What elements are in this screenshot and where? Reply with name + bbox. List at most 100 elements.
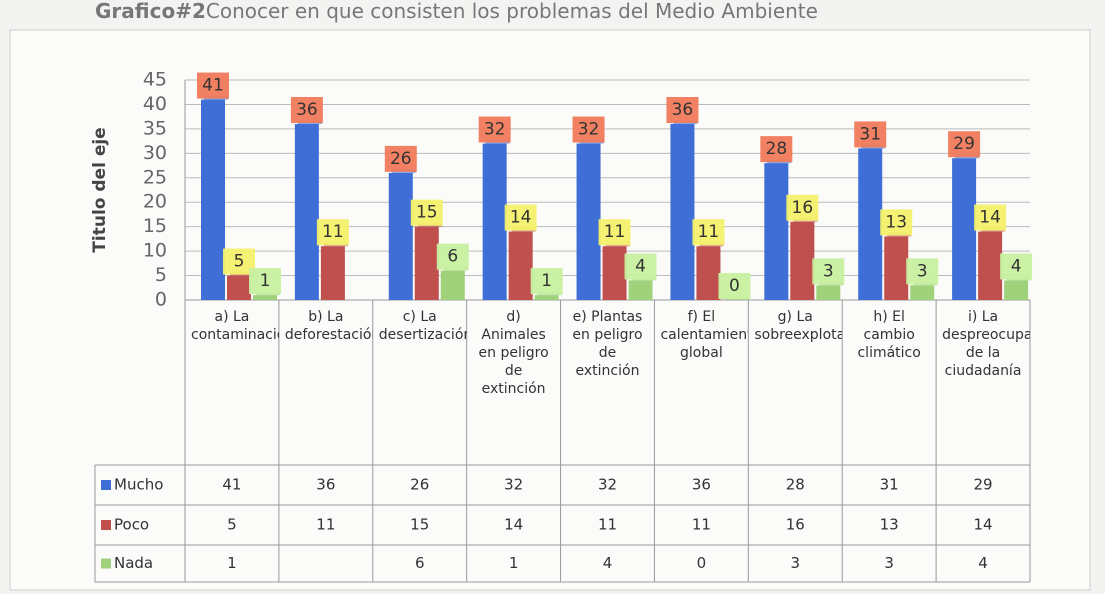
bar	[534, 295, 559, 300]
data-label: 28	[766, 139, 788, 159]
table-value: 31	[880, 476, 899, 494]
data-label: 4	[635, 256, 646, 276]
data-label-box	[692, 219, 725, 246]
y-tick-label: 45	[143, 69, 167, 91]
bar	[227, 275, 251, 300]
bar	[201, 99, 225, 300]
y-tick-label: 25	[143, 166, 167, 188]
table-value: 4	[603, 554, 613, 572]
data-label: 29	[953, 134, 975, 154]
bar	[816, 285, 841, 300]
y-axis-label: Titulo del eje	[90, 127, 110, 252]
bar	[388, 172, 413, 300]
data-label-box	[316, 219, 349, 246]
bar	[414, 226, 439, 300]
y-tick-label: 30	[143, 142, 167, 164]
x-tick-label: i) La despreocupación de la ciudadanía	[942, 309, 1030, 379]
data-label-box	[786, 194, 819, 221]
table-value: 15	[410, 516, 429, 534]
x-tick-label: c) La desertización	[378, 309, 467, 343]
data-label-box	[530, 268, 563, 295]
data-label: 41	[202, 76, 224, 96]
bar	[576, 143, 601, 300]
data-label: 32	[484, 120, 506, 140]
table-value: 32	[598, 476, 617, 494]
data-label: 36	[672, 100, 694, 120]
y-tick-label: 15	[143, 215, 167, 237]
bar	[764, 163, 789, 300]
bar	[320, 246, 345, 300]
table-value: 1	[509, 554, 519, 572]
table-value: 32	[504, 476, 523, 494]
data-label-box	[760, 136, 793, 163]
table-value: 1	[227, 554, 237, 572]
data-label-box	[478, 116, 511, 143]
table-value: 3	[791, 554, 801, 572]
y-tick-label: 40	[143, 93, 167, 115]
x-tick-label: d) Animales en peligro de extinción	[478, 309, 549, 397]
y-tick-label: 10	[143, 240, 167, 262]
y-tick-label: 35	[143, 117, 167, 139]
x-tick-label: h) El cambio climático	[857, 309, 921, 361]
bar	[910, 285, 935, 300]
data-label-box	[1000, 253, 1033, 280]
data-label-box	[854, 121, 887, 148]
table-value: 13	[880, 516, 899, 534]
bar	[670, 124, 695, 300]
table-value: 11	[598, 516, 617, 534]
bar	[508, 231, 533, 300]
data-label: 11	[698, 222, 720, 242]
data-label-box	[666, 97, 699, 123]
data-label-box	[249, 268, 281, 295]
table-value: 5	[227, 516, 237, 534]
table-value: 36	[316, 476, 335, 494]
table-value: 3	[884, 554, 894, 572]
data-label: 1	[260, 271, 271, 291]
category-cell: h) El cambio climático	[857, 309, 921, 361]
data-label: 13	[885, 212, 907, 232]
legend-label: Mucho	[114, 476, 163, 494]
x-tick-label: a) La contaminación	[191, 309, 279, 343]
table-value: 0	[697, 554, 707, 572]
data-label: 32	[578, 120, 600, 140]
data-label-box	[974, 204, 1007, 231]
table-value: 14	[974, 516, 993, 534]
legend-swatch	[101, 520, 111, 530]
table-value: 29	[974, 476, 993, 494]
bar	[858, 148, 883, 300]
data-label: 0	[729, 276, 740, 296]
data-label-box	[812, 258, 845, 285]
data-label-box	[290, 97, 323, 123]
table-value: 28	[786, 476, 805, 494]
bar	[253, 295, 277, 300]
category-cell: f) El calentamiento global	[660, 309, 748, 361]
table-value: 14	[504, 516, 523, 534]
table-value: 41	[222, 476, 241, 494]
x-tick-label: b) La deforestación	[284, 309, 373, 343]
chart-frame	[9, 29, 1091, 591]
data-label: 6	[447, 247, 458, 267]
title-text: Conocer en que consisten los problemas d…	[206, 0, 818, 23]
data-label-box	[624, 253, 657, 280]
table-value: 11	[692, 516, 711, 534]
title-prefix: Grafico#2	[95, 0, 206, 23]
y-tick-label: 20	[143, 191, 167, 213]
x-tick-label: g) La sobreexplotación.	[754, 309, 843, 343]
bar	[482, 143, 507, 300]
bar	[884, 236, 909, 300]
data-label-box	[906, 258, 939, 285]
category-cell: e) Plantas en peligro de extinción	[572, 309, 643, 379]
bar	[440, 270, 465, 300]
data-label-box	[504, 204, 537, 231]
data-label: 4	[1011, 256, 1022, 276]
legend-label: Poco	[114, 516, 149, 534]
bar	[294, 124, 319, 300]
data-label: 16	[792, 198, 814, 218]
x-tick-label: e) Plantas en peligro de extinción	[572, 309, 643, 379]
legend-label: Nada	[114, 554, 153, 572]
x-tick-label: f) El calentamiento global	[660, 309, 748, 361]
data-label: 3	[823, 261, 834, 281]
data-label: 5	[234, 252, 245, 272]
table-value: 36	[692, 476, 711, 494]
